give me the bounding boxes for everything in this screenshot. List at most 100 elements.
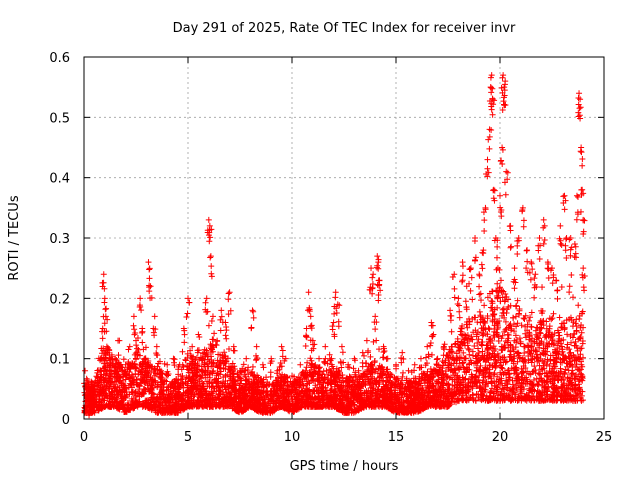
data-point bbox=[312, 369, 319, 376]
data-point bbox=[474, 339, 481, 346]
data-point bbox=[566, 283, 573, 290]
data-point bbox=[575, 302, 582, 309]
data-point bbox=[515, 310, 522, 317]
data-point bbox=[116, 387, 123, 394]
data-point bbox=[564, 331, 571, 338]
data-point bbox=[499, 365, 506, 372]
data-point bbox=[525, 357, 532, 364]
data-point bbox=[512, 303, 519, 310]
data-point bbox=[576, 377, 583, 384]
data-point bbox=[478, 297, 485, 304]
data-point bbox=[503, 377, 510, 384]
data-point bbox=[304, 359, 311, 366]
data-point bbox=[154, 383, 161, 390]
data-point bbox=[539, 382, 546, 389]
data-point bbox=[531, 294, 538, 301]
data-point bbox=[138, 366, 145, 373]
data-point bbox=[427, 365, 434, 372]
data-point bbox=[219, 382, 226, 389]
data-point bbox=[474, 319, 481, 326]
data-point bbox=[120, 356, 127, 363]
data-point bbox=[235, 373, 242, 380]
data-point bbox=[576, 335, 583, 342]
data-point bbox=[529, 368, 536, 375]
data-point bbox=[567, 314, 574, 321]
data-point bbox=[370, 383, 377, 390]
data-point bbox=[370, 338, 377, 345]
data-point bbox=[490, 311, 497, 318]
data-point bbox=[308, 360, 315, 367]
data-point bbox=[479, 329, 485, 336]
data-point bbox=[307, 355, 314, 362]
data-point bbox=[509, 377, 516, 384]
data-point bbox=[527, 314, 534, 321]
data-point bbox=[457, 328, 464, 335]
data-point bbox=[461, 369, 468, 376]
data-point bbox=[202, 394, 209, 401]
data-point bbox=[458, 325, 465, 332]
data-points bbox=[81, 72, 588, 419]
data-point bbox=[522, 334, 529, 341]
data-point bbox=[568, 371, 575, 378]
data-point bbox=[557, 365, 564, 372]
grid-lines bbox=[84, 57, 604, 419]
data-point bbox=[507, 321, 514, 328]
data-point bbox=[470, 329, 477, 336]
data-point bbox=[213, 361, 220, 368]
data-point bbox=[494, 280, 501, 287]
data-point bbox=[504, 367, 511, 374]
data-point bbox=[565, 367, 572, 374]
data-point bbox=[272, 400, 279, 407]
data-point bbox=[490, 371, 497, 378]
data-point bbox=[479, 332, 486, 339]
data-point bbox=[447, 354, 454, 361]
data-point bbox=[558, 284, 565, 291]
data-point bbox=[460, 349, 467, 356]
data-point bbox=[184, 366, 191, 373]
data-point bbox=[556, 314, 563, 321]
data-point bbox=[499, 306, 506, 313]
data-point bbox=[182, 357, 189, 364]
data-point bbox=[469, 296, 476, 303]
data-point bbox=[215, 351, 222, 358]
data-point bbox=[326, 351, 333, 358]
data-point bbox=[184, 350, 191, 357]
data-point bbox=[505, 304, 512, 311]
data-point bbox=[452, 340, 459, 347]
data-point bbox=[568, 272, 575, 279]
data-point bbox=[549, 315, 556, 322]
data-point bbox=[580, 354, 587, 361]
data-point bbox=[502, 326, 509, 333]
data-point bbox=[501, 390, 508, 397]
data-point bbox=[471, 342, 478, 349]
data-point bbox=[578, 371, 585, 378]
data-point bbox=[550, 310, 557, 317]
data-point bbox=[451, 341, 458, 348]
data-point bbox=[473, 333, 480, 340]
data-point bbox=[128, 397, 135, 404]
data-point bbox=[481, 302, 488, 309]
data-point bbox=[464, 332, 471, 339]
data-point bbox=[489, 337, 496, 344]
data-point bbox=[567, 349, 574, 356]
data-point bbox=[526, 317, 533, 324]
data-point bbox=[367, 353, 374, 360]
data-point bbox=[376, 346, 383, 353]
data-point bbox=[528, 356, 535, 363]
data-point bbox=[343, 374, 350, 381]
data-point bbox=[512, 332, 519, 339]
data-point bbox=[466, 346, 473, 353]
data-point bbox=[505, 376, 512, 383]
data-point bbox=[510, 314, 517, 321]
data-point bbox=[472, 314, 479, 321]
data-point bbox=[522, 364, 529, 371]
data-point bbox=[533, 331, 540, 338]
data-point bbox=[533, 354, 540, 361]
data-point bbox=[510, 381, 517, 388]
data-point bbox=[521, 315, 528, 322]
data-point bbox=[161, 360, 168, 367]
data-point bbox=[517, 340, 524, 347]
data-point bbox=[569, 370, 576, 377]
data-point bbox=[528, 309, 535, 316]
